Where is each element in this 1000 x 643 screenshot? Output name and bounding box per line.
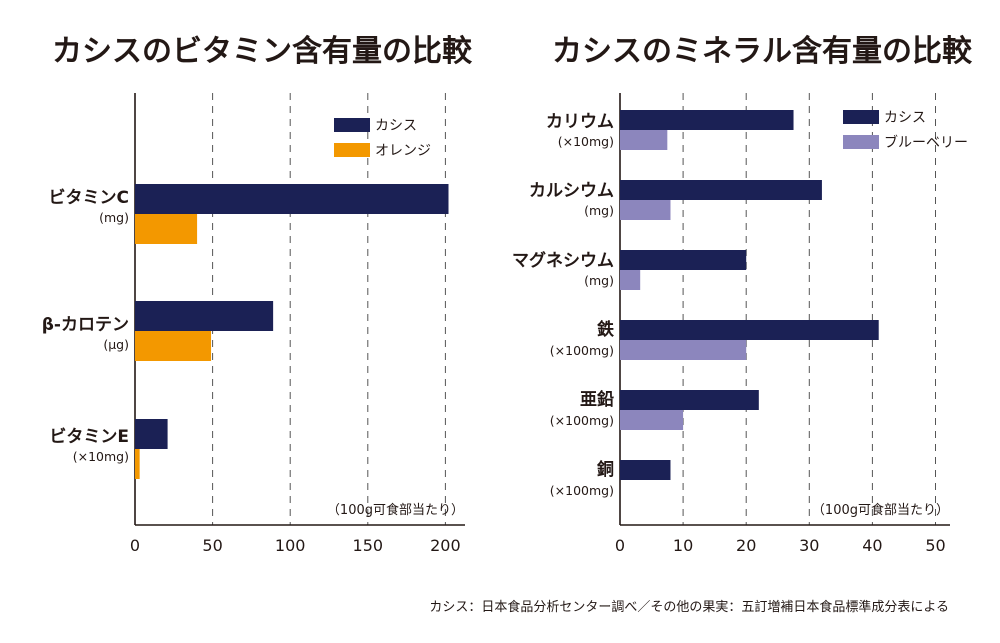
- mineral-bar-blueberry: [620, 270, 641, 290]
- mineral-category-label: 鉄: [597, 319, 614, 340]
- vitamin-x-tick-label: 100: [275, 536, 306, 555]
- vitamin-category-label: ビタミンC: [49, 188, 129, 208]
- mineral-bar-blackcurrant: [620, 390, 759, 410]
- mineral-x-tick-label: 40: [862, 536, 882, 555]
- mineral-chart: カシスのミネラル含有量の比較 カリウム (×10mg) カルシウム (mg) マ…: [512, 34, 973, 555]
- mineral-bar-blueberry: [620, 410, 684, 430]
- mineral-x-tick-label: 50: [925, 536, 945, 555]
- mineral-bar-blackcurrant: [620, 110, 794, 130]
- mineral-bar-blackcurrant: [620, 180, 822, 200]
- mineral-bar-blueberry: [620, 340, 747, 360]
- mineral-bar-blackcurrant: [620, 460, 671, 480]
- mineral-gridlines: [682, 93, 936, 525]
- vitamin-x-tick-label: 200: [430, 536, 461, 555]
- vitamin-category-label: ビタミンE: [49, 427, 129, 447]
- legend-label-blackcurrant: カシス: [375, 118, 417, 134]
- legend-swatch-orange: [334, 143, 370, 157]
- source-footnote: カシス：日本食品分析センター調べ／その他の果実：五訂増補日本食品標準成分表による: [429, 599, 949, 615]
- mineral-bars: [620, 110, 879, 480]
- vitamin-x-tick-label: 0: [130, 536, 140, 555]
- mineral-category-unit: (×10mg): [558, 134, 614, 149]
- mineral-bar-blueberry: [620, 130, 668, 150]
- mineral-x-tick-label: 10: [673, 536, 693, 555]
- mineral-category-unit: (×100mg): [550, 413, 614, 428]
- vitamin-bar-blackcurrant: [135, 419, 168, 449]
- vitamin-category-unit: (mg): [99, 210, 129, 225]
- vitamin-bars: [135, 184, 449, 479]
- vitamin-category-label: β-カロテン: [42, 315, 129, 335]
- vitamin-bar-orange: [135, 331, 212, 361]
- vitamin-category-unit: (μg): [103, 337, 129, 352]
- legend-swatch-blueberry: [843, 135, 879, 149]
- vitamin-basis-note: （100g可食部当たり）: [327, 502, 464, 518]
- legend-swatch-blackcurrant: [334, 118, 370, 132]
- vitamin-x-tick-label: 150: [353, 536, 384, 555]
- mineral-category-label: 銅: [597, 459, 614, 480]
- mineral-category-unit: (mg): [584, 273, 614, 288]
- vitamin-bar-orange: [135, 449, 140, 479]
- vitamin-chart-title: カシスのビタミン含有量の比較: [52, 34, 473, 69]
- mineral-basis-note: （100g可食部当たり）: [812, 502, 949, 518]
- mineral-bar-blackcurrant: [620, 320, 879, 340]
- mineral-category-label: 亜鉛: [580, 389, 614, 410]
- vitamin-x-tick-label: 50: [202, 536, 222, 555]
- mineral-bar-blackcurrant: [620, 250, 747, 270]
- vitamin-bar-blackcurrant: [135, 184, 449, 214]
- vitamin-category-unit: (×10mg): [73, 449, 129, 464]
- legend-label-blackcurrant: カシス: [884, 110, 926, 126]
- legend-label-blueberry: ブルーベリー: [884, 134, 968, 151]
- mineral-category-unit: (mg): [584, 203, 614, 218]
- legend-swatch-blackcurrant: [843, 110, 879, 124]
- mineral-x-tick-label: 30: [799, 536, 819, 555]
- vitamin-bar-orange: [135, 214, 198, 244]
- mineral-legend: カシス ブルーベリー: [843, 110, 968, 151]
- mineral-x-tick-label: 20: [736, 536, 756, 555]
- mineral-x-tick-label: 0: [615, 536, 625, 555]
- mineral-category-label: カルシウム: [529, 181, 614, 201]
- mineral-category-unit: (×100mg): [550, 343, 614, 358]
- vitamin-gridlines: [212, 93, 446, 525]
- mineral-category-label: マグネシウム: [512, 250, 614, 271]
- mineral-bar-blueberry: [620, 200, 671, 220]
- mineral-chart-title: カシスのミネラル含有量の比較: [552, 34, 973, 69]
- mineral-category-label: カリウム: [546, 112, 614, 132]
- vitamin-legend: カシス オレンジ: [334, 118, 431, 159]
- vitamin-bar-blackcurrant: [135, 301, 274, 331]
- mineral-category-unit: (×100mg): [550, 483, 614, 498]
- legend-label-orange: オレンジ: [375, 143, 431, 159]
- vitamin-chart: カシスのビタミン含有量の比較 ビタミンC (mg) β-カロテン (μg) ビタ…: [42, 34, 473, 555]
